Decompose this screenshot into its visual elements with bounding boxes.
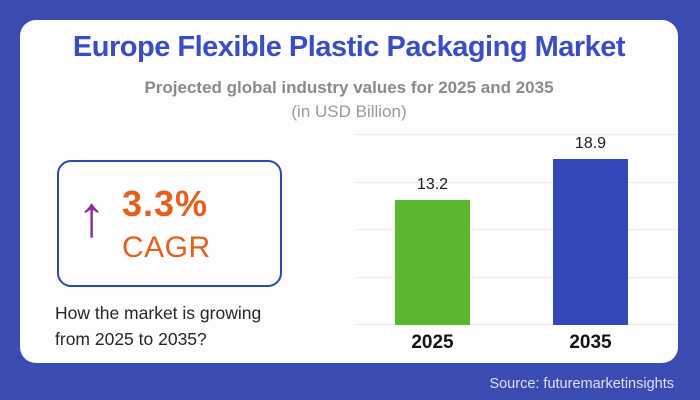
- chart-subtitle: Projected global industry values for 202…: [144, 78, 554, 97]
- bar-rect-2035: [553, 159, 628, 325]
- bar-label-2025: 2025: [411, 332, 454, 353]
- source-attribution: Source: futuremarketinsights: [489, 376, 674, 392]
- page-title: Europe Flexible Plastic Packaging Market: [72, 31, 626, 63]
- cagr-value: 3.3%: [122, 182, 209, 224]
- cagr-callout-box: ↑ 3.3% CAGR: [57, 160, 282, 287]
- gridline: [355, 276, 678, 278]
- chart-gridlines: [355, 134, 678, 325]
- bar-chart: 13.2 2025 18.9 2035: [355, 134, 678, 353]
- bar-column-2025: 13.2 2025: [395, 135, 470, 353]
- up-arrow-icon: ↑: [77, 184, 106, 250]
- growth-question-line1: How the market is growing: [55, 303, 262, 323]
- unit-note: (in USD Billion): [291, 102, 407, 121]
- growth-question-text: How the market is growing from 2025 to 2…: [55, 300, 261, 353]
- cagr-label: CAGR: [122, 230, 211, 264]
- growth-question-line2: from 2025 to 2035?: [55, 329, 207, 350]
- infographic-card: Europe Flexible Plastic Packaging Market…: [20, 20, 678, 363]
- cagr-text: 3.3% CAGR: [122, 183, 211, 265]
- bar-column-2035: 18.9 2035: [553, 135, 628, 353]
- gridline: [355, 181, 678, 183]
- gridline: [355, 134, 678, 135]
- bar-label-2035: 2035: [569, 332, 612, 353]
- gridline: [355, 229, 678, 230]
- bar-value-2035: 18.9: [574, 135, 607, 152]
- bar-rect-2025: [395, 199, 470, 325]
- gridline: [355, 324, 678, 325]
- bar-value-2025: 13.2: [416, 175, 449, 193]
